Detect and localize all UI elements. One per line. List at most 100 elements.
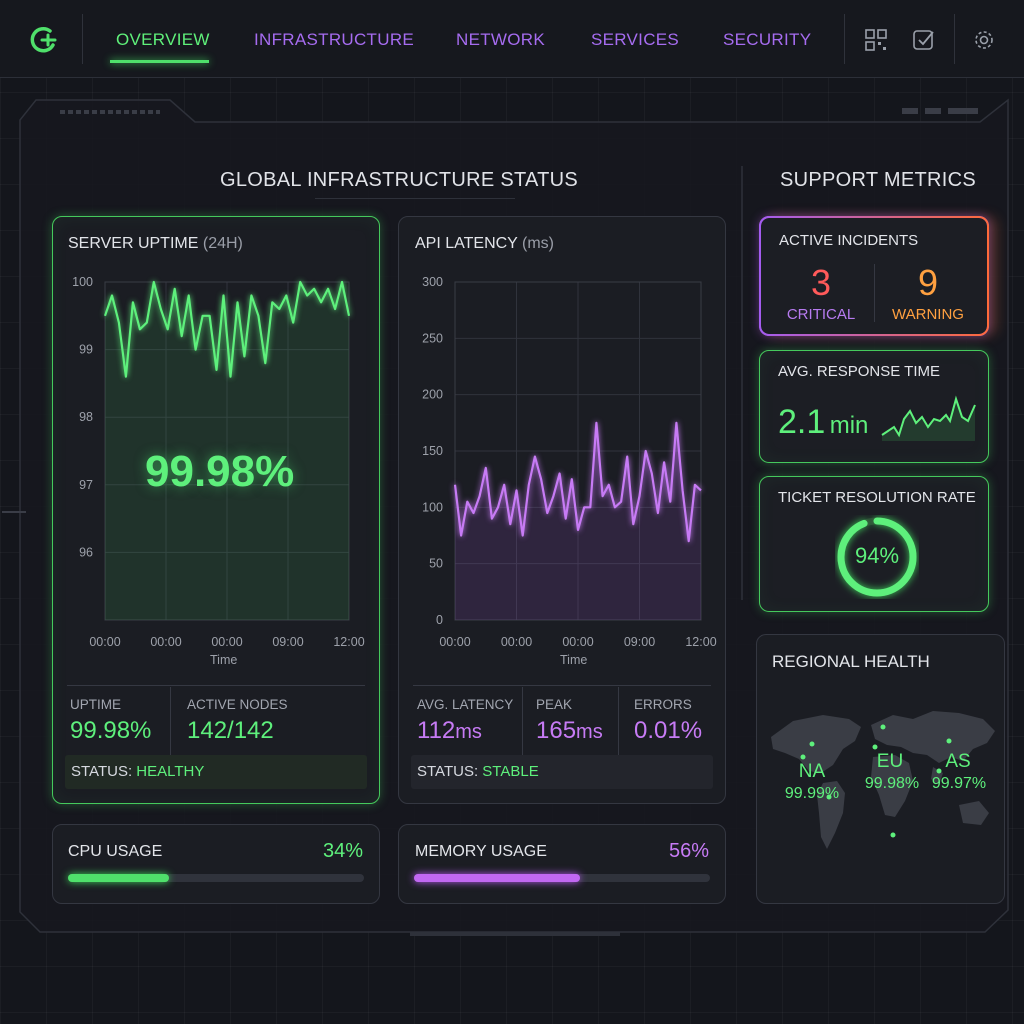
response-time-value: 2.1 min: [778, 403, 869, 441]
logo-icon[interactable]: [28, 24, 60, 56]
latency-card-title: API LATENCY (ms): [415, 235, 554, 252]
latency-y-tick-label: 0: [436, 613, 443, 627]
memory-usage-value: 56%: [668, 840, 709, 862]
resolution-rate-title: TICKET RESOLUTION RATE: [778, 489, 976, 506]
latency-y-tick-label: 200: [422, 388, 443, 402]
uptime-x-tick-label: 00:00: [89, 635, 120, 649]
tab-overview[interactable]: OVERVIEW: [116, 30, 210, 49]
latency-series-area: [455, 422, 701, 620]
latency-y-tick-label: 300: [422, 275, 443, 289]
checkbox-icon[interactable]: [912, 28, 936, 52]
warning-label: WARNING: [892, 306, 964, 323]
latency-y-tick-label: 100: [422, 500, 443, 514]
tab-security[interactable]: SECURITY: [723, 30, 812, 49]
grid-icon[interactable]: [864, 28, 888, 52]
cpu-usage-value: 34%: [322, 840, 363, 862]
divider: [170, 687, 171, 757]
divider: [618, 687, 619, 757]
latency-y-tick-label: 150: [422, 444, 443, 458]
uptime-y-tick-label: 96: [79, 545, 93, 559]
latency-chart: 0 50 100 150 200 250 300 00:00 00:00 00:00 09:00 12…: [422, 275, 717, 649]
region-eu-name: EU: [876, 751, 904, 772]
uptime-chart: 96 97 98 99 100 00:00 00:00 00:00 09:00 12:00: [72, 275, 365, 649]
peak-latency-value: 165ms: [536, 717, 603, 744]
errors-value: 0.01%: [634, 717, 703, 744]
region-as-name: AS: [945, 751, 971, 772]
critical-label: CRITICAL: [786, 306, 856, 323]
tab-network[interactable]: NETWORK: [456, 30, 545, 49]
cpu-usage-card: CPU USAGE 34%: [52, 824, 380, 904]
latency-y-tick-label: 50: [429, 557, 443, 571]
region-as-value: 99.97%: [931, 775, 987, 792]
world-map: [771, 711, 995, 849]
active-incidents-card: ACTIVE INCIDENTS 3 CRITICAL 9 WARNING: [759, 216, 989, 336]
memory-progress-track: [414, 874, 710, 882]
avg-latency-label: AVG. LATENCY: [417, 697, 514, 712]
uptime-series-area: [105, 282, 349, 620]
uptime-stat-value: 99.98%: [70, 717, 152, 744]
region-na-name: NA: [798, 761, 826, 782]
critical-count: 3: [810, 262, 832, 303]
errors-label: ERRORS: [634, 697, 692, 712]
uptime-y-tick-label: 100: [72, 275, 93, 289]
uptime-big-value: 99.98%: [145, 447, 295, 496]
uptime-x-tick-label: 12:00: [333, 635, 364, 649]
avg-response-time-card: AVG. RESPONSE TIME 2.1 min: [759, 350, 989, 463]
latency-x-tick-label: 00:00: [439, 635, 470, 649]
divider: [522, 687, 523, 757]
active-nodes-value: 142/142: [187, 717, 274, 744]
latency-y-tick-label: 250: [422, 331, 443, 345]
memory-progress-fill: [414, 874, 580, 882]
memory-usage-label: MEMORY USAGE: [415, 843, 547, 860]
cpu-progress-fill: [68, 874, 169, 882]
resolution-rate-value: 94%: [854, 543, 900, 568]
cpu-usage-label: CPU USAGE: [68, 843, 163, 860]
active-tab-indicator: [110, 60, 209, 63]
uptime-y-tick-label: 98: [79, 410, 93, 424]
divider: [874, 264, 875, 322]
latency-x-tick-label: 00:00: [501, 635, 532, 649]
latency-plot-border: [454, 281, 702, 621]
nav-divider: [954, 14, 955, 64]
active-nodes-label: ACTIVE NODES: [187, 697, 288, 712]
region-eu-value: 99.98%: [864, 775, 920, 792]
latency-x-tick-label: 12:00: [685, 635, 716, 649]
tab-services[interactable]: SERVICES: [591, 30, 680, 49]
tab-infrastructure[interactable]: INFRASTRUCTURE: [254, 30, 415, 49]
cpu-progress-track: [68, 874, 364, 882]
response-time-title: AVG. RESPONSE TIME: [778, 363, 940, 380]
settings-gear-icon[interactable]: [972, 28, 996, 52]
uptime-card-title: SERVER UPTIME (24H): [68, 235, 243, 252]
response-sparkline: [881, 395, 976, 441]
uptime-stat-label: UPTIME: [70, 697, 122, 712]
latency-x-axis-label: Time: [560, 653, 588, 667]
latency-series-line: [453, 421, 702, 543]
nav-divider: [844, 14, 845, 64]
latency-status-bar: STATUS: STABLE: [411, 755, 713, 789]
resolution-ring: [837, 517, 917, 597]
title-underline: [315, 198, 515, 199]
uptime-y-tick-label: 97: [79, 478, 93, 492]
divider: [67, 685, 365, 686]
uptime-y-tick-label: 99: [79, 343, 93, 357]
latency-status-value: STABLE: [482, 763, 539, 780]
latency-x-tick-label: 09:00: [624, 635, 655, 649]
regional-health-title: REGIONAL HEALTH: [772, 652, 930, 671]
uptime-status-bar: STATUS: HEALTHY: [65, 755, 367, 789]
latency-x-tick-label: 00:00: [562, 635, 593, 649]
nav-divider: [82, 14, 83, 64]
infrastructure-section-title: GLOBAL INFRASTRUCTURE STATUS: [220, 169, 579, 191]
divider: [413, 685, 711, 686]
uptime-x-axis-label: Time: [210, 653, 238, 667]
region-na-value: 99.99%: [784, 785, 840, 802]
top-navigation: OVERVIEW INFRASTRUCTURE NETWORK SERVICES…: [0, 0, 1024, 78]
warning-count: 9: [917, 262, 939, 303]
uptime-status-value: HEALTHY: [136, 763, 205, 780]
memory-usage-card: MEMORY USAGE 56%: [398, 824, 726, 904]
avg-latency-value: 112ms: [417, 717, 482, 744]
uptime-x-tick-label: 00:00: [211, 635, 242, 649]
uptime-x-tick-label: 09:00: [272, 635, 303, 649]
api-latency-card: API LATENCY (ms) 0 50 100 150 200 250 300 00:00…: [398, 216, 726, 804]
uptime-plot-border: [104, 281, 350, 621]
support-section-title: SUPPORT METRICS: [780, 169, 977, 191]
